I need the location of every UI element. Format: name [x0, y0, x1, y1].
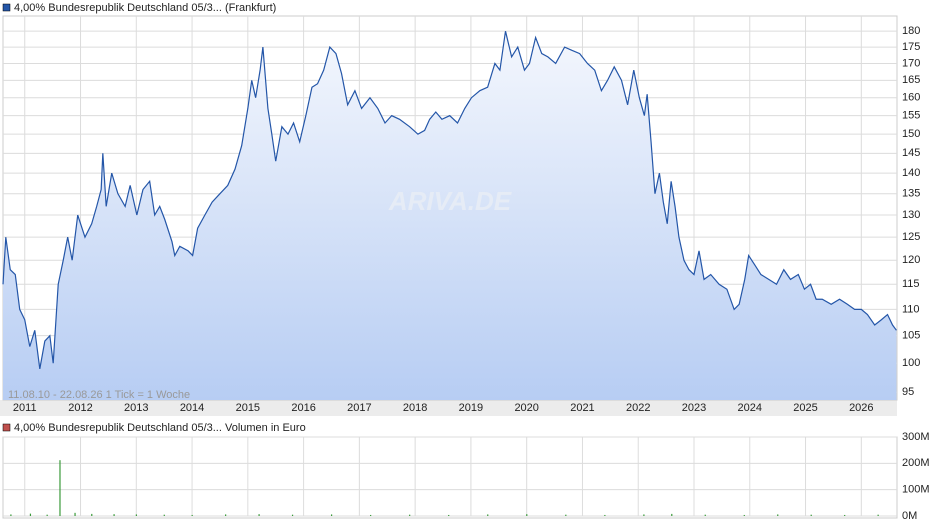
volume-bar	[258, 514, 260, 516]
y-tick-label: 135	[902, 188, 920, 200]
volume-bar	[135, 514, 137, 516]
x-tick-label: 2023	[682, 402, 706, 414]
volume-bar	[844, 514, 846, 516]
y-tick-label: 300M	[902, 431, 930, 443]
x-tick-label: 2018	[403, 402, 427, 414]
volume-bar	[225, 514, 227, 516]
y-tick-label: 170	[902, 57, 920, 69]
x-tick-label: 2017	[347, 402, 371, 414]
volume-bar	[409, 514, 411, 516]
x-tick-label: 2020	[514, 402, 538, 414]
watermark: ARIVA.DE	[388, 186, 512, 216]
y-tick-label: 180	[902, 25, 920, 37]
volume-bar	[810, 514, 812, 516]
volume-bar	[487, 514, 489, 516]
volume-bar	[604, 514, 606, 516]
y-tick-label: 175	[902, 41, 920, 53]
volume-bar	[291, 514, 294, 516]
y-tick-label: 160	[902, 92, 920, 104]
volume-bar	[91, 513, 93, 516]
y-tick-label: 200M	[902, 457, 930, 469]
volume-bar	[877, 514, 879, 516]
plot-frame	[2, 436, 898, 519]
area-fill	[3, 31, 897, 401]
x-tick-label: 2014	[180, 402, 204, 414]
x-tick-label: 2022	[626, 402, 650, 414]
x-tick-label: 2021	[570, 402, 594, 414]
volume-bar	[777, 514, 779, 516]
y-tick-label: 100M	[902, 484, 930, 496]
volume-bar	[643, 514, 645, 516]
y-tick-label: 145	[902, 147, 920, 159]
volume-bar	[10, 514, 12, 516]
volume-bar	[743, 514, 745, 516]
volume-bar	[370, 514, 372, 516]
y-tick-label: 120	[902, 254, 920, 266]
volume-bar	[191, 514, 193, 516]
legend-label: 4,00% Bundesrepublik Deutschland 05/3...…	[14, 2, 276, 14]
y-tick-label: 95	[902, 386, 914, 398]
volume-bar	[704, 514, 706, 516]
x-tick-label: 2025	[793, 402, 817, 414]
volume-bar	[330, 514, 333, 516]
x-tick-label: 2015	[236, 402, 260, 414]
volume-bar	[74, 512, 76, 516]
date-range-note: 11.08.10 - 22.08.26 1 Tick = 1 Woche	[8, 389, 190, 401]
volume-bar	[163, 514, 165, 516]
x-tick-label: 2019	[459, 402, 483, 414]
y-tick-label: 0M	[902, 510, 917, 522]
y-tick-label: 130	[902, 209, 920, 221]
y-tick-label: 125	[902, 231, 920, 243]
x-axis-band	[0, 400, 897, 416]
volume-bar	[59, 460, 61, 516]
volume-bar	[46, 514, 48, 516]
x-tick-label: 2012	[68, 402, 92, 414]
volume-bar	[526, 514, 528, 516]
price-line	[2, 31, 897, 370]
x-tick-label: 2026	[849, 402, 873, 414]
legend-label: 4,00% Bundesrepublik Deutschland 05/3...…	[14, 422, 306, 434]
y-tick-label: 100	[902, 357, 920, 369]
volume-bar	[565, 514, 567, 516]
x-tick-label: 2011	[13, 402, 37, 414]
volume-bar	[113, 514, 115, 516]
y-tick-label: 165	[902, 74, 920, 86]
x-tick-label: 2013	[124, 402, 148, 414]
y-tick-label: 150	[902, 128, 920, 140]
volume-bar	[448, 514, 450, 516]
y-tick-label: 110	[902, 303, 920, 315]
legend-swatch	[2, 423, 11, 432]
x-tick-label: 2024	[738, 402, 762, 414]
y-tick-label: 155	[902, 110, 920, 122]
legend-swatch	[2, 3, 11, 12]
y-tick-label: 115	[902, 278, 920, 290]
y-tick-label: 105	[902, 330, 920, 342]
volume-bar	[671, 513, 673, 516]
y-tick-label: 140	[902, 167, 920, 179]
volume-bar	[29, 513, 32, 516]
x-tick-label: 2016	[291, 402, 315, 414]
